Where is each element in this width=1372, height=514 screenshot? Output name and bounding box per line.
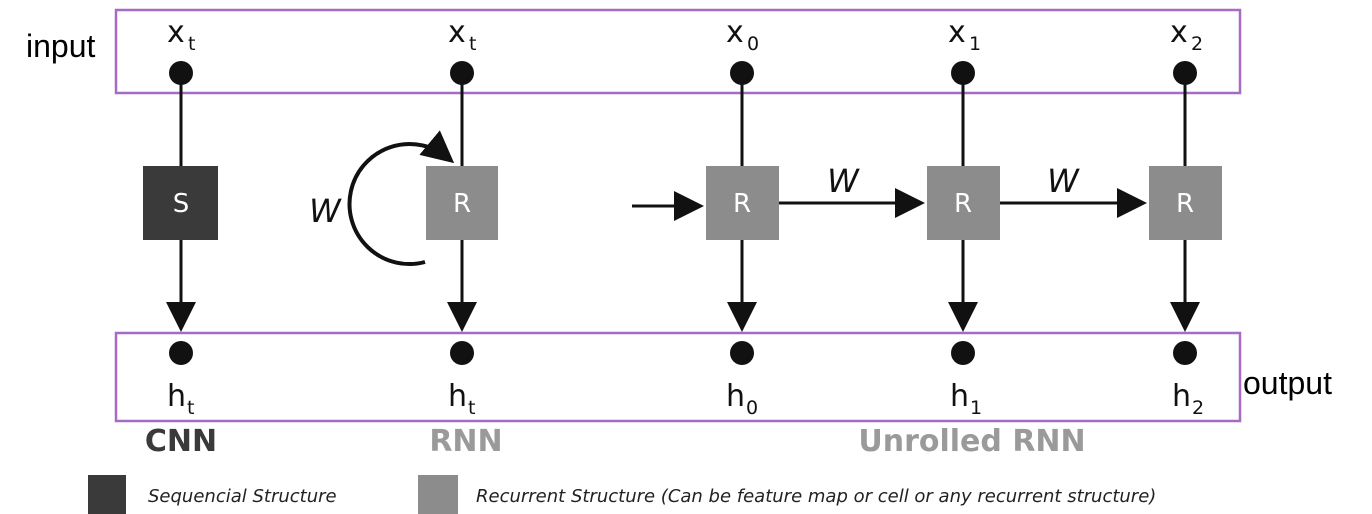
recurrent-box-unrolled-2 bbox=[1149, 166, 1222, 240]
svg-text:2: 2 bbox=[1191, 33, 1203, 55]
input-node bbox=[450, 61, 474, 85]
svg-text:0: 0 bbox=[747, 33, 759, 55]
recurrent-box-unrolled-0 bbox=[706, 166, 779, 240]
recurrent-box-unrolled-1 bbox=[927, 166, 1000, 240]
svg-text:x: x bbox=[948, 15, 966, 50]
output-node bbox=[730, 341, 754, 365]
svg-text:x: x bbox=[167, 15, 185, 50]
input-var-label: x t bbox=[167, 15, 195, 55]
legend-swatch-recurrent bbox=[418, 475, 458, 514]
svg-text:h: h bbox=[1172, 379, 1191, 414]
sequential-box-label: S bbox=[173, 189, 190, 219]
input-var-label: x 2 bbox=[1170, 15, 1203, 55]
recurrent-box-rnn bbox=[426, 166, 498, 240]
svg-text:1: 1 bbox=[970, 397, 982, 419]
legend-swatch-sequential bbox=[88, 475, 126, 514]
input-frame bbox=[114, 8, 1242, 95]
svg-text:h: h bbox=[950, 379, 969, 414]
input-node bbox=[1173, 61, 1197, 85]
svg-text:h: h bbox=[726, 379, 745, 414]
svg-text:t: t bbox=[468, 397, 475, 419]
svg-text:t: t bbox=[187, 397, 194, 419]
svg-text:h: h bbox=[167, 379, 186, 414]
input-node bbox=[730, 61, 754, 85]
svg-text:2: 2 bbox=[1192, 397, 1204, 419]
weight-label-0-1: W bbox=[827, 162, 860, 200]
recurrent-box-label: R bbox=[453, 189, 471, 219]
input-node bbox=[169, 61, 193, 85]
svg-text:x: x bbox=[1170, 15, 1188, 50]
output-var-label: h t bbox=[448, 379, 475, 419]
svg-text:x: x bbox=[448, 15, 466, 50]
output-node bbox=[169, 341, 193, 365]
output-var-label: h t bbox=[167, 379, 194, 419]
output-var-label: h 0 bbox=[726, 379, 758, 419]
output-var-label: h 2 bbox=[1172, 379, 1204, 419]
output-frame bbox=[114, 331, 1242, 423]
input-label: input bbox=[26, 28, 96, 64]
svg-text:0: 0 bbox=[746, 397, 758, 419]
svg-text:t: t bbox=[188, 33, 195, 55]
svg-text:x: x bbox=[726, 15, 744, 50]
recurrent-box-label: R bbox=[733, 189, 751, 219]
recurrent-box-label: R bbox=[1176, 189, 1194, 219]
output-node bbox=[951, 341, 975, 365]
weight-label-loop: W bbox=[309, 192, 342, 230]
section-label-cnn: CNN bbox=[145, 424, 217, 459]
legend-text-recurrent: Recurrent Structure (Can be feature map … bbox=[476, 486, 1156, 507]
recurrent-loop-arrow bbox=[347, 130, 455, 266]
input-var-label: x 0 bbox=[726, 15, 759, 55]
output-node bbox=[450, 341, 474, 365]
input-node bbox=[951, 61, 975, 85]
section-label-unrolled: Unrolled RNN bbox=[858, 424, 1085, 459]
weight-label-1-2: W bbox=[1047, 162, 1080, 200]
output-label: output bbox=[1243, 365, 1332, 401]
output-var-label: h 1 bbox=[950, 379, 982, 419]
recurrent-box-label: R bbox=[954, 189, 972, 219]
input-var-label: x t bbox=[448, 15, 476, 55]
svg-text:t: t bbox=[469, 33, 476, 55]
svg-text:h: h bbox=[448, 379, 467, 414]
section-label-rnn: RNN bbox=[429, 424, 502, 459]
svg-text:1: 1 bbox=[969, 33, 981, 55]
legend-text-sequential: Sequencial Structure bbox=[148, 486, 337, 507]
sequential-box bbox=[143, 166, 218, 240]
output-node bbox=[1173, 341, 1197, 365]
input-var-label: x 1 bbox=[948, 15, 981, 55]
